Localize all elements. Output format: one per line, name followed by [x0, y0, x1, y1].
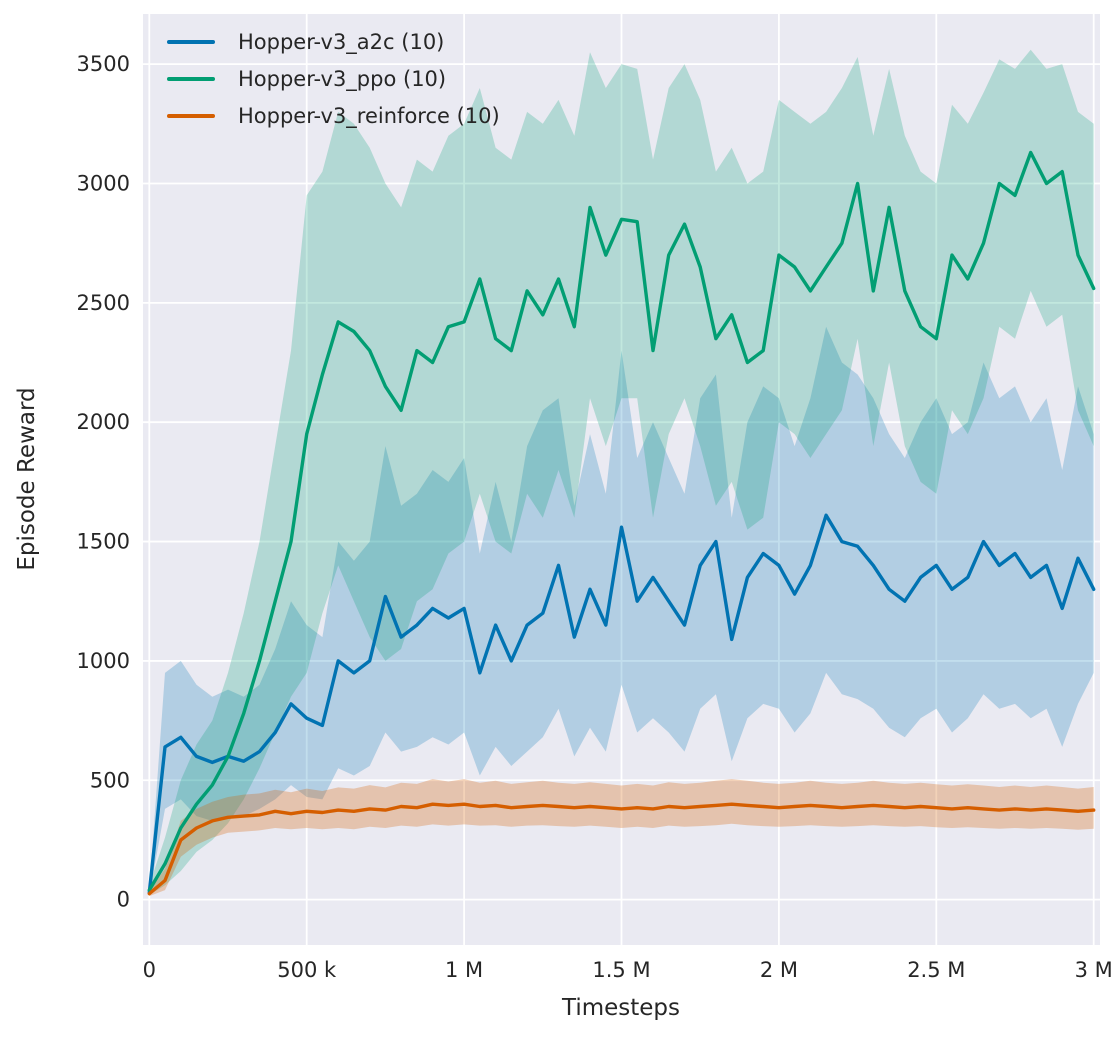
line-reinforce — [147, 802, 1096, 896]
legend-swatch-a2c-line — [167, 39, 215, 45]
y-tick-label: 2500 — [77, 291, 130, 315]
legend-swatch-ppo-line — [167, 76, 215, 82]
legend: Hopper-v3_a2c (10) Hopper-v3_ppo (10) Ho… — [167, 30, 500, 128]
line-a2c — [147, 513, 1096, 895]
legend-item-reinforce[interactable]: Hopper-v3_reinforce (10) — [167, 104, 500, 128]
legend-label-ppo: Hopper-v3_ppo (10) — [238, 67, 447, 91]
band-reinforce — [149, 779, 1094, 897]
legend-label-a2c: Hopper-v3_a2c (10) — [238, 30, 445, 54]
x-tick-label: 3 M — [1075, 958, 1113, 982]
x-tick-label: 500 k — [277, 958, 337, 982]
band-ppo — [149, 49, 1094, 895]
x-tick-label: 0 — [143, 958, 156, 982]
y-axis-label: Episode Reward — [14, 387, 40, 571]
y-tick-label: 1000 — [77, 649, 130, 673]
x-tick-label: 1 M — [445, 958, 483, 982]
x-axis-label: Timesteps — [561, 995, 681, 1021]
y-tick-label: 1500 — [77, 530, 130, 554]
x-tick-label: 2 M — [760, 958, 798, 982]
legend-label-reinforce: Hopper-v3_reinforce (10) — [238, 104, 500, 128]
legend-swatch-reinforce-line — [167, 113, 215, 119]
x-tick-label: 2.5 M — [907, 958, 965, 982]
legend-item-ppo[interactable]: Hopper-v3_ppo (10) — [167, 67, 500, 91]
band-a2c — [149, 326, 1094, 895]
line-ppo — [147, 150, 1096, 892]
x-tick-label: 1.5 M — [592, 958, 650, 982]
y-tick-label: 3500 — [77, 52, 130, 76]
y-tick-label: 0 — [117, 888, 130, 912]
y-tick-label: 2000 — [77, 410, 130, 434]
y-tick-label: 3000 — [77, 171, 130, 195]
legend-item-a2c[interactable]: Hopper-v3_a2c (10) — [167, 30, 500, 54]
y-tick-label: 500 — [90, 768, 130, 792]
